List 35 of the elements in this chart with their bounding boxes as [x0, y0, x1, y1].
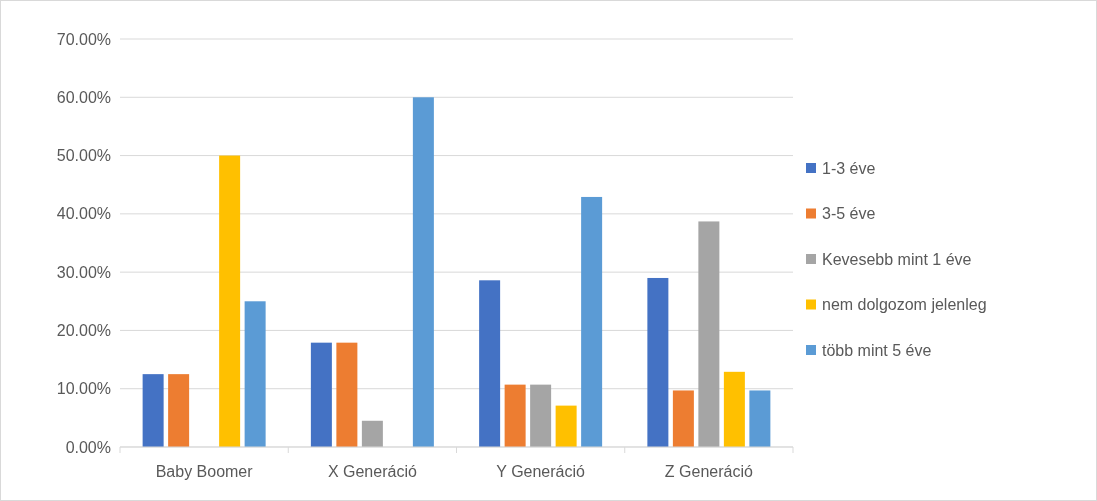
bar [647, 277, 669, 447]
bar [723, 371, 745, 447]
bar [479, 280, 501, 447]
y-tick-label: 50.00% [56, 147, 111, 165]
y-tick-label: 70.00% [56, 30, 111, 48]
bar [412, 97, 434, 447]
bar [244, 301, 266, 447]
y-tick-label: 0.00% [65, 438, 111, 456]
bar [530, 384, 552, 447]
bar [361, 420, 383, 447]
legend-label: több mint 5 éve [822, 341, 932, 359]
y-tick-label: 40.00% [56, 205, 111, 223]
legend-label: 3-5 éve [822, 205, 876, 223]
y-tick-label: 20.00% [56, 322, 111, 340]
legend-label: Kevesebb mint 1 éve [822, 250, 972, 268]
x-tick-label: Baby Boomer [155, 463, 254, 480]
bar [581, 196, 603, 447]
bar [698, 221, 720, 447]
bar [336, 342, 358, 447]
x-tick-label: Z Generáció [664, 463, 753, 480]
bar [749, 390, 771, 447]
y-tick-label: 60.00% [56, 88, 111, 106]
bar [142, 374, 164, 447]
legend-label: nem dolgozom jelenleg [822, 296, 987, 314]
bar [219, 155, 241, 447]
bar [672, 390, 694, 447]
bar [168, 374, 190, 447]
bar [555, 405, 577, 447]
y-tick-label: 10.00% [56, 380, 111, 398]
bar [310, 342, 332, 447]
bar [504, 384, 526, 447]
legend-label: 1-3 éve [822, 159, 876, 177]
x-tick-label: X Generáció [327, 463, 417, 480]
x-tick-label: Y Generáció [496, 463, 586, 480]
y-tick-label: 30.00% [56, 263, 111, 281]
